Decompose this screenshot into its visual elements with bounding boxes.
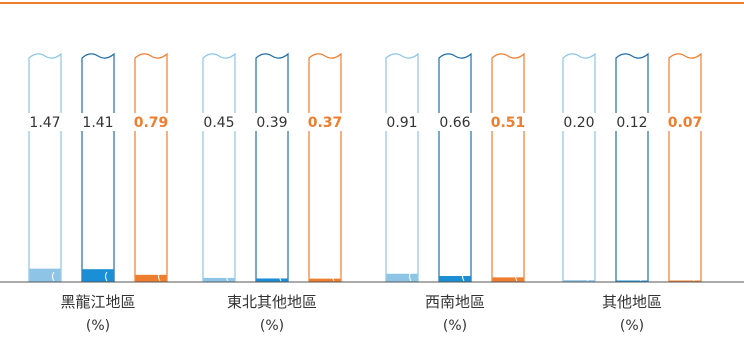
bar-outline-0-1 xyxy=(81,52,115,282)
bar-outline-3-0 xyxy=(562,52,596,282)
bar-break-1-2 xyxy=(331,271,335,282)
data-label-1-0: 0.45 xyxy=(203,115,234,131)
data-label-bg-3-0 xyxy=(557,113,601,131)
bar-2-0 xyxy=(386,273,418,282)
bar-break-1-1 xyxy=(278,271,282,282)
bar-outline-3-1 xyxy=(615,52,649,282)
data-label-bg-0-0 xyxy=(23,113,67,131)
bar-break-3-2 xyxy=(691,271,695,282)
data-label-bg-3-1 xyxy=(610,113,654,131)
bar-break-1-0 xyxy=(225,271,229,282)
data-label-bg-3-2 xyxy=(663,113,707,131)
bar-2-2 xyxy=(492,277,524,282)
data-label-3-1: 0.12 xyxy=(616,115,647,131)
data-label-bg-2-1 xyxy=(433,113,477,131)
data-label-bg-1-2 xyxy=(303,113,347,131)
labels-layer: 1.47 1.41 0.79 黑龍江地區 (%) 0.45 0.39 0.37 東北其他地區 (%… xyxy=(23,113,707,334)
bar-outline-1-1 xyxy=(255,52,289,282)
bar-outline-2-2 xyxy=(491,52,525,282)
bar-3-0 xyxy=(563,280,595,282)
data-label-3-2: 0.07 xyxy=(668,115,703,131)
data-label-bg-2-0 xyxy=(380,113,424,131)
data-label-bg-0-1 xyxy=(76,113,120,131)
bar-outline-0-2 xyxy=(134,52,168,282)
bar-outline-2-0 xyxy=(385,52,419,282)
bar-outline-3-2 xyxy=(668,52,702,282)
category-label-1: 東北其他地區 xyxy=(227,293,317,311)
bar-break-2-0 xyxy=(408,271,412,282)
data-label-bg-0-2 xyxy=(129,113,173,131)
bar-2-1 xyxy=(439,276,471,282)
bar-outline-2-1 xyxy=(438,52,472,282)
data-label-2-2: 0.51 xyxy=(491,115,526,131)
category-label-2: 西南地區 xyxy=(425,293,485,311)
unit-label-3: (%) xyxy=(620,318,644,334)
bar-1-2 xyxy=(309,278,341,282)
data-label-bg-1-1 xyxy=(250,113,294,131)
bar-break-3-1 xyxy=(638,271,642,282)
data-label-3-0: 0.20 xyxy=(563,115,594,131)
category-label-0: 黑龍江地區 xyxy=(60,293,135,311)
bar-break-2-2 xyxy=(514,271,518,282)
data-label-0-1: 1.41 xyxy=(82,115,113,131)
data-label-2-0: 0.91 xyxy=(386,115,417,131)
data-label-bg-2-2 xyxy=(486,113,530,131)
data-label-bg-1-0 xyxy=(197,113,241,131)
bar-0-1 xyxy=(82,269,114,282)
bar-break-0-2 xyxy=(157,271,161,282)
bar-break-3-0 xyxy=(585,271,589,282)
data-label-1-1: 0.39 xyxy=(256,115,287,131)
bar-3-1 xyxy=(616,280,648,282)
bar-1-0 xyxy=(203,277,235,282)
bar-break-2-1 xyxy=(461,271,465,282)
data-label-2-1: 0.66 xyxy=(439,115,470,131)
unit-label-0: (%) xyxy=(86,318,110,334)
data-label-0-2: 0.79 xyxy=(134,115,169,131)
bar-3-2 xyxy=(669,280,701,282)
bars-layer xyxy=(28,52,702,282)
bar-break-0-1 xyxy=(104,271,108,282)
data-label-1-2: 0.37 xyxy=(308,115,343,131)
bar-outline-0-0 xyxy=(28,52,62,282)
bar-break-0-0 xyxy=(51,271,55,282)
category-label-3: 其他地區 xyxy=(602,293,662,311)
bar-outline-1-2 xyxy=(308,52,342,282)
bar-1-1 xyxy=(256,278,288,282)
unit-label-1: (%) xyxy=(260,318,284,334)
bar-outline-1-0 xyxy=(202,52,236,282)
unit-label-2: (%) xyxy=(443,318,467,334)
bar-0-2 xyxy=(135,274,167,282)
bar-0-0 xyxy=(29,268,61,282)
data-label-0-0: 1.47 xyxy=(29,115,60,131)
